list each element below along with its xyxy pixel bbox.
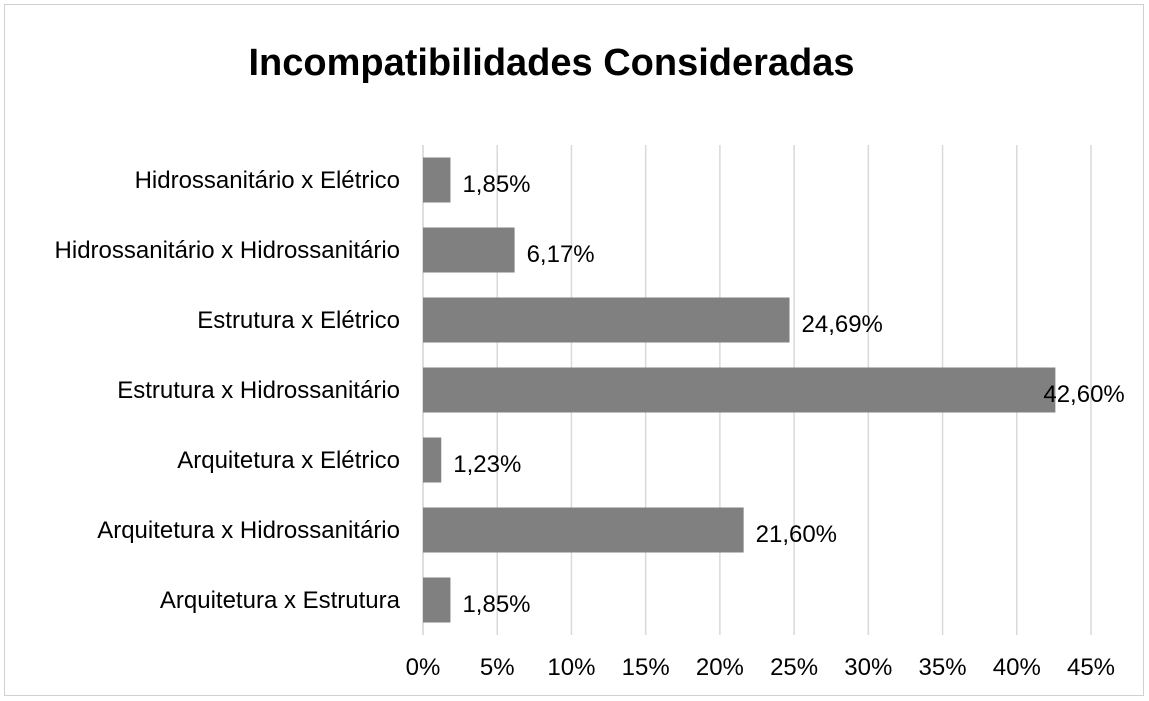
bar	[423, 437, 442, 483]
x-tick-label: 20%	[696, 654, 744, 681]
bars	[423, 157, 1056, 623]
x-tick-label: 15%	[622, 654, 670, 681]
x-tick-label: 10%	[547, 654, 595, 681]
category-label: Estrutura x Elétrico	[197, 307, 400, 334]
x-tick-label: 0%	[406, 654, 441, 681]
x-tick-label: 25%	[770, 654, 818, 681]
bar	[423, 367, 1056, 413]
data-label: 1,85%	[462, 171, 530, 198]
chart-frame	[4, 4, 1144, 696]
x-tick-label: 35%	[919, 654, 967, 681]
bar	[423, 157, 451, 203]
category-label: Arquitetura x Hidrossanitário	[97, 517, 400, 544]
bar	[423, 577, 451, 623]
x-tick-label: 40%	[993, 654, 1041, 681]
x-tick-label: 30%	[844, 654, 892, 681]
x-tick-label: 45%	[1067, 654, 1115, 681]
chart-title: Incompatibilidades Consideradas	[248, 42, 855, 84]
data-label: 6,17%	[527, 241, 595, 268]
category-label: Estrutura x Hidrossanitário	[117, 377, 400, 404]
x-tick-label: 5%	[480, 654, 515, 681]
data-label: 21,60%	[756, 521, 837, 548]
category-label: Hidrossanitário x Elétrico	[135, 167, 400, 194]
data-label: 24,69%	[802, 311, 883, 338]
category-label: Arquitetura x Estrutura	[160, 587, 401, 614]
data-label: 1,23%	[453, 451, 521, 478]
bar	[423, 507, 744, 553]
bar	[423, 297, 790, 343]
category-label: Arquitetura x Elétrico	[177, 447, 400, 474]
category-label: Hidrossanitário x Hidrossanitário	[55, 237, 400, 264]
labels: 0% 5% 10% 15% 20% 25% 30% 35% 40% 45% Hidrossanitá…	[55, 167, 1125, 681]
data-label: 42,60%	[1043, 381, 1124, 408]
bar	[423, 227, 515, 273]
data-label: 1,85%	[462, 591, 530, 618]
